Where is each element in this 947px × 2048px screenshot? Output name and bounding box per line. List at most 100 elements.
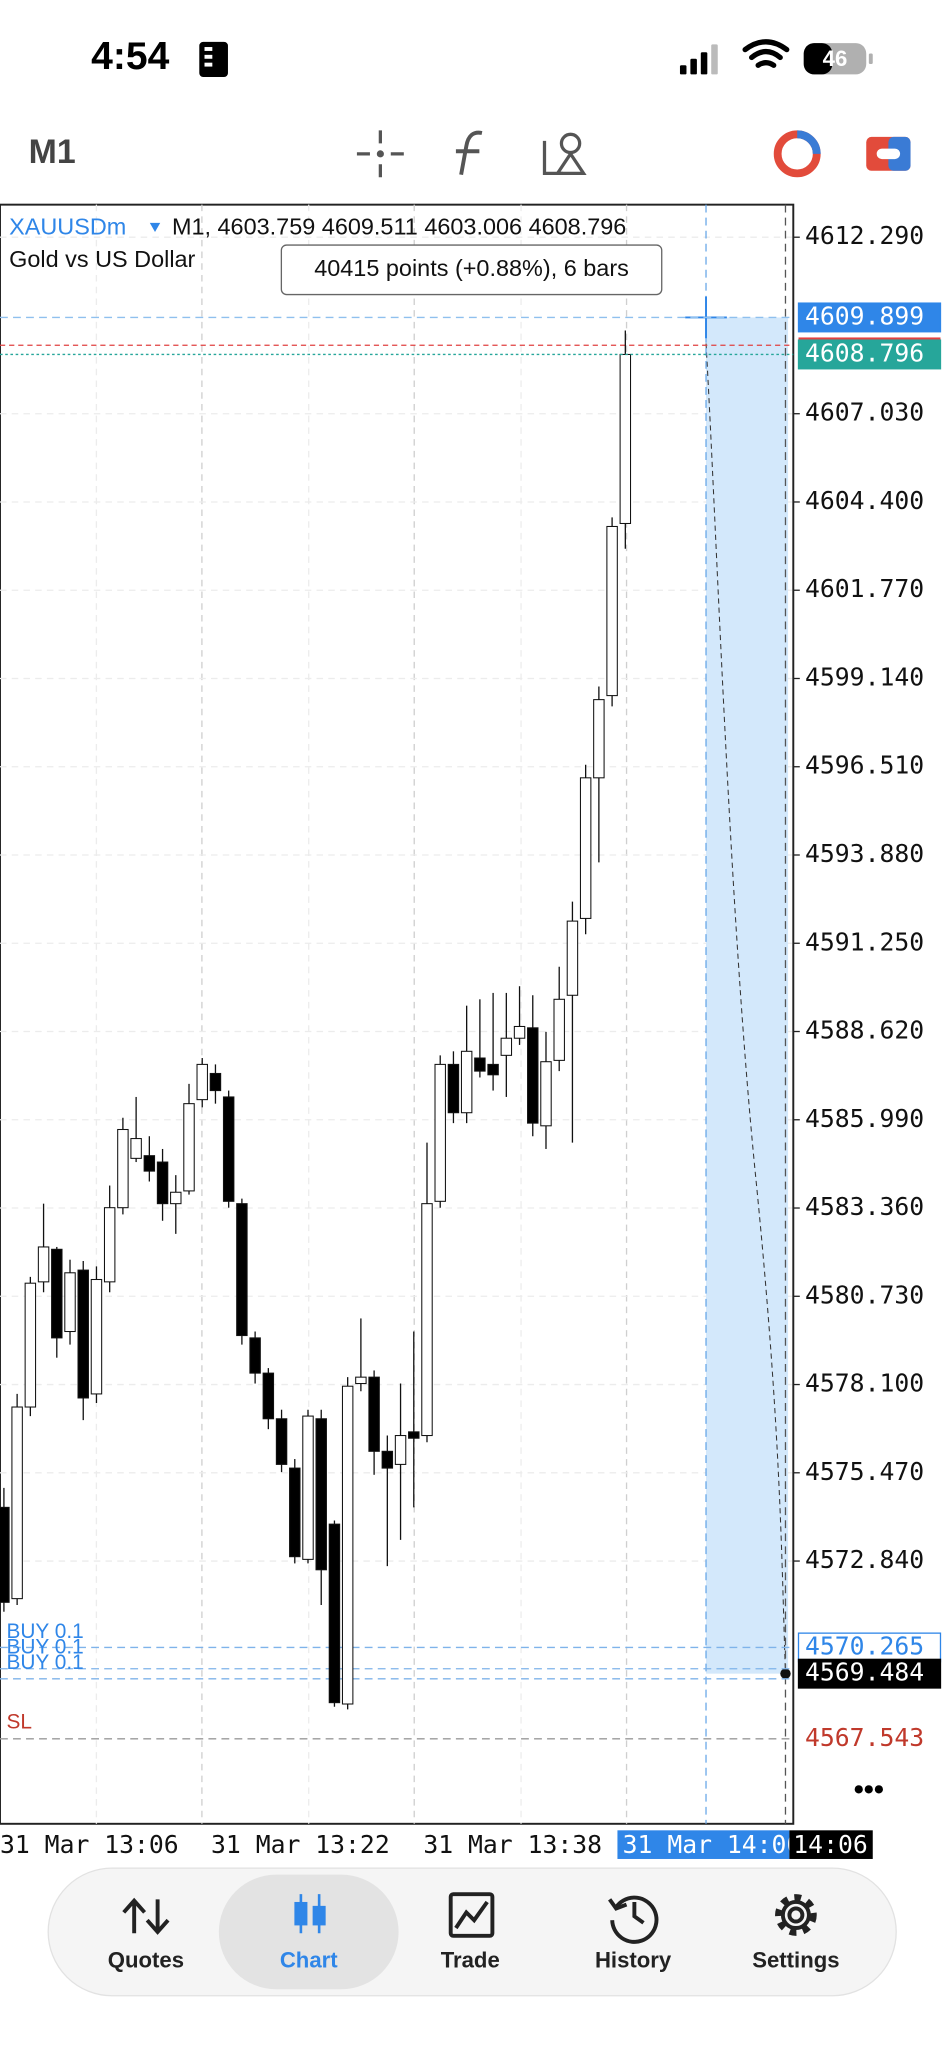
price-label: 4567.543 bbox=[805, 1723, 924, 1752]
clock: 4:54 bbox=[91, 35, 169, 78]
history-icon[interactable] bbox=[608, 1895, 659, 1944]
timeframe-button[interactable]: M1 bbox=[29, 133, 76, 171]
candle-body bbox=[130, 1138, 142, 1159]
nav-label[interactable]: Chart bbox=[280, 1948, 338, 1973]
nav-bar bbox=[47, 1867, 897, 1997]
ohlc-header: M1, 4603.759 4609.511 4603.006 4608.796 bbox=[172, 213, 626, 239]
candle-body bbox=[513, 1025, 526, 1039]
price-label: 4570.265 bbox=[805, 1631, 924, 1660]
candle-body bbox=[394, 1435, 407, 1465]
symbol[interactable]: XAUUSDm bbox=[9, 213, 126, 239]
objects-tool[interactable] bbox=[542, 132, 587, 176]
candle-body bbox=[37, 1246, 50, 1283]
candle-body bbox=[460, 1050, 473, 1114]
candle-body bbox=[103, 1207, 116, 1283]
symbol-dropdown[interactable] bbox=[149, 222, 161, 233]
measure-region bbox=[706, 317, 789, 1674]
y-tick-label: 4578.100 bbox=[805, 1369, 924, 1398]
candle-body bbox=[196, 1063, 208, 1101]
candle-body bbox=[355, 1376, 367, 1385]
candle-body bbox=[170, 1191, 182, 1205]
x-tick-label: 14:06 bbox=[793, 1830, 867, 1859]
sl-label: SL bbox=[7, 1711, 32, 1734]
price-label: 4569.484 bbox=[805, 1658, 924, 1687]
price-label: 4609.899 bbox=[805, 301, 924, 330]
y-tick-label: 4604.400 bbox=[805, 486, 924, 515]
candle-body bbox=[209, 1072, 222, 1092]
candle-body bbox=[0, 1506, 10, 1603]
crosshair-tool[interactable] bbox=[356, 130, 404, 178]
x-tick-label: 31 Mar 13:06 bbox=[0, 1830, 179, 1859]
y-tick-label: 4596.510 bbox=[805, 751, 924, 780]
candle-body bbox=[593, 699, 605, 779]
trade-icon[interactable] bbox=[866, 136, 911, 171]
y-tick-label: 4585.990 bbox=[805, 1104, 924, 1133]
candle-body bbox=[143, 1155, 156, 1172]
candle-body bbox=[90, 1278, 103, 1395]
candle-body bbox=[408, 1431, 420, 1439]
more-button[interactable]: ••• bbox=[854, 1774, 884, 1806]
battery-level: 46 bbox=[823, 46, 848, 71]
price-label: 4608.796 bbox=[805, 338, 924, 367]
measure-path bbox=[705, 343, 786, 1674]
candle-body bbox=[487, 1063, 499, 1076]
candle-body bbox=[566, 920, 579, 996]
nav-label[interactable]: Settings bbox=[752, 1948, 839, 1973]
measure-text: 40415 points (+0.88%), 6 bars bbox=[314, 255, 629, 281]
settings-icon[interactable] bbox=[775, 1894, 817, 1936]
symbol-description: Gold vs US Dollar bbox=[9, 246, 195, 272]
candle-body bbox=[579, 777, 592, 919]
status-icons bbox=[199, 39, 873, 77]
nav-selected bbox=[218, 1874, 399, 1990]
candle-body bbox=[315, 1418, 327, 1571]
order-label: BUY 0.1 bbox=[7, 1651, 84, 1674]
candle-body bbox=[447, 1063, 460, 1114]
nav-label[interactable]: Trade bbox=[441, 1948, 500, 1973]
candle-body bbox=[156, 1161, 169, 1205]
candle-body bbox=[606, 525, 618, 697]
y-tick-label: 4607.030 bbox=[805, 398, 924, 427]
candle-body bbox=[236, 1203, 248, 1337]
measure-end bbox=[780, 1668, 791, 1679]
account-icon[interactable] bbox=[773, 130, 821, 178]
y-tick-label: 4599.140 bbox=[805, 662, 924, 691]
candle-body bbox=[77, 1269, 89, 1399]
candle-body bbox=[500, 1037, 513, 1056]
y-tick-label: 4580.730 bbox=[805, 1280, 924, 1309]
x-label-bg bbox=[789, 1830, 873, 1859]
candle-body bbox=[249, 1337, 261, 1374]
x-tick-label: 31 Mar 13:22 bbox=[211, 1830, 390, 1859]
candle-body bbox=[553, 998, 565, 1061]
y-tick-label: 4593.880 bbox=[805, 839, 924, 868]
candle-body bbox=[262, 1372, 275, 1420]
candle-body bbox=[24, 1282, 37, 1408]
candle-body bbox=[381, 1450, 394, 1469]
y-tick-label: 4583.360 bbox=[805, 1192, 924, 1221]
candle-body bbox=[64, 1272, 76, 1333]
quotes-icon[interactable] bbox=[122, 1897, 170, 1935]
trade-nav-icon[interactable] bbox=[448, 1892, 495, 1938]
nav-label[interactable]: History bbox=[595, 1948, 672, 1973]
candle-body bbox=[540, 1061, 552, 1127]
price-label-bg bbox=[797, 1632, 942, 1663]
indicators-tool[interactable] bbox=[455, 130, 483, 176]
order-label: BUY 0.1 bbox=[7, 1620, 84, 1643]
x-tick-label: 31 Mar 13:38 bbox=[423, 1830, 602, 1859]
chart-icon[interactable] bbox=[294, 1894, 326, 1934]
candle-body bbox=[222, 1096, 235, 1202]
nav-label[interactable]: Quotes bbox=[108, 1948, 184, 1973]
candle-body bbox=[328, 1523, 341, 1704]
candle-body bbox=[619, 353, 632, 525]
candle-body bbox=[289, 1467, 301, 1558]
price-label-bg bbox=[797, 302, 942, 333]
x-label-bg bbox=[617, 1830, 790, 1859]
candle-body bbox=[368, 1376, 380, 1452]
candle-body bbox=[302, 1415, 314, 1560]
candle-body bbox=[527, 1027, 539, 1124]
candle-body bbox=[275, 1418, 288, 1465]
y-tick-label: 4612.290 bbox=[805, 221, 924, 250]
price-label-bg bbox=[797, 1658, 942, 1689]
candle-body bbox=[183, 1103, 195, 1192]
